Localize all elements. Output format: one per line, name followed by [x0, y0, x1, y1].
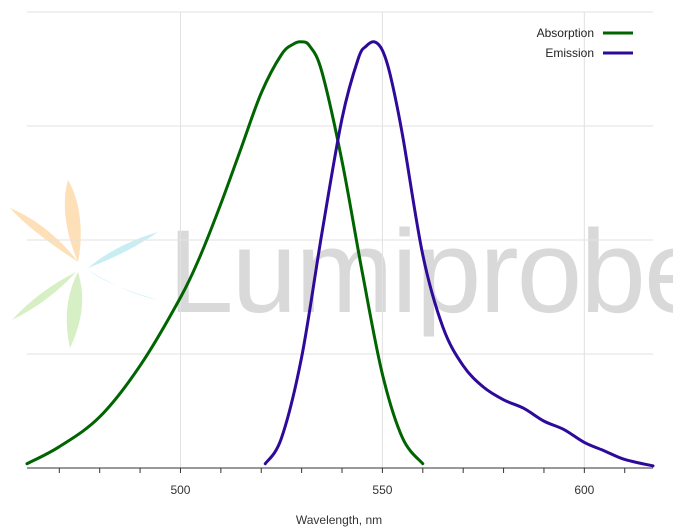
- watermark-petal-upper-right: [88, 232, 158, 268]
- watermark-petal-lower-left: [12, 272, 76, 320]
- watermark-logo: Lumiprobe: [10, 180, 673, 348]
- watermark-petal-top: [64, 180, 81, 262]
- watermark-petal-bottom: [66, 272, 83, 348]
- series-line-absorption: [25, 40, 425, 466]
- watermark-text: Lumiprobe: [168, 206, 673, 338]
- x-axis: 500 550 600: [27, 467, 653, 497]
- x-tick-label: 600: [574, 483, 594, 497]
- watermark-petal-lower-right: [88, 270, 158, 300]
- watermark-petal-left: [10, 208, 78, 262]
- x-tick-label: 550: [372, 483, 392, 497]
- watermark-petals-icon: [10, 180, 158, 348]
- series-line-emission: [263, 40, 655, 468]
- legend-label-emission: Emission: [545, 46, 594, 60]
- legend: Absorption Emission: [537, 26, 633, 60]
- grid: [27, 11, 653, 468]
- legend-label-absorption: Absorption: [537, 26, 594, 40]
- series-layer: [25, 40, 655, 468]
- x-axis-title: Wavelength, nm: [296, 513, 382, 527]
- x-tick-label: 500: [170, 483, 190, 497]
